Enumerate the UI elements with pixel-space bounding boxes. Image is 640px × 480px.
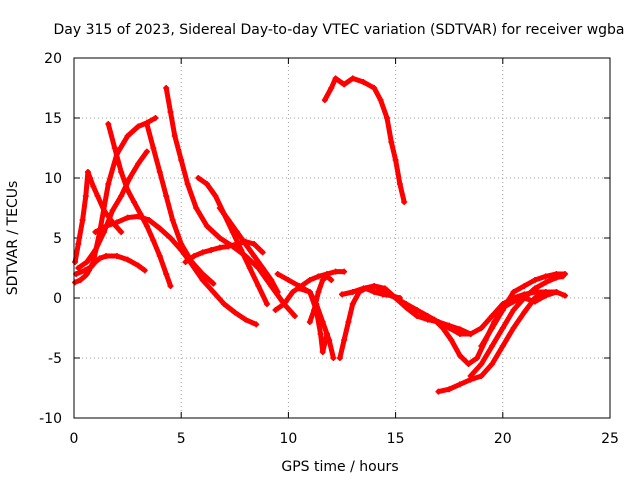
series-line <box>325 78 404 202</box>
series-track-7 <box>144 121 216 287</box>
chart-title: Day 315 of 2023, Sidereal Day-to-day VTE… <box>53 22 624 38</box>
y-tick-label: 0 <box>53 291 62 307</box>
x-tick-label: 15 <box>387 431 405 447</box>
series-track-8 <box>163 85 298 319</box>
x-tick-label: 10 <box>279 431 297 447</box>
x-tick-label: 25 <box>601 431 619 447</box>
y-tick-label: 15 <box>44 111 62 127</box>
y-tick-label: 5 <box>53 231 62 247</box>
y-tick-label: 20 <box>44 51 62 67</box>
chart: Day 315 of 2023, Sidereal Day-to-day VTE… <box>0 0 640 480</box>
data-marks <box>72 75 568 394</box>
y-tick-label: -10 <box>39 411 62 427</box>
axis-ticks: 0 5 10 15 20 25 -10 -5 0 5 10 15 20 <box>39 51 619 447</box>
series-track-11 <box>217 205 281 295</box>
x-tick-label: 0 <box>70 431 79 447</box>
series-line <box>166 88 295 316</box>
y-axis-label: SDTVAR / TECUs <box>5 181 21 296</box>
y-tick-label: 10 <box>44 171 62 187</box>
series-track-17 <box>322 75 407 205</box>
x-tick-label: 5 <box>177 431 186 447</box>
x-tick-label: 20 <box>494 431 512 447</box>
x-axis-label: GPS time / hours <box>281 459 398 475</box>
y-tick-label: -5 <box>48 351 62 367</box>
